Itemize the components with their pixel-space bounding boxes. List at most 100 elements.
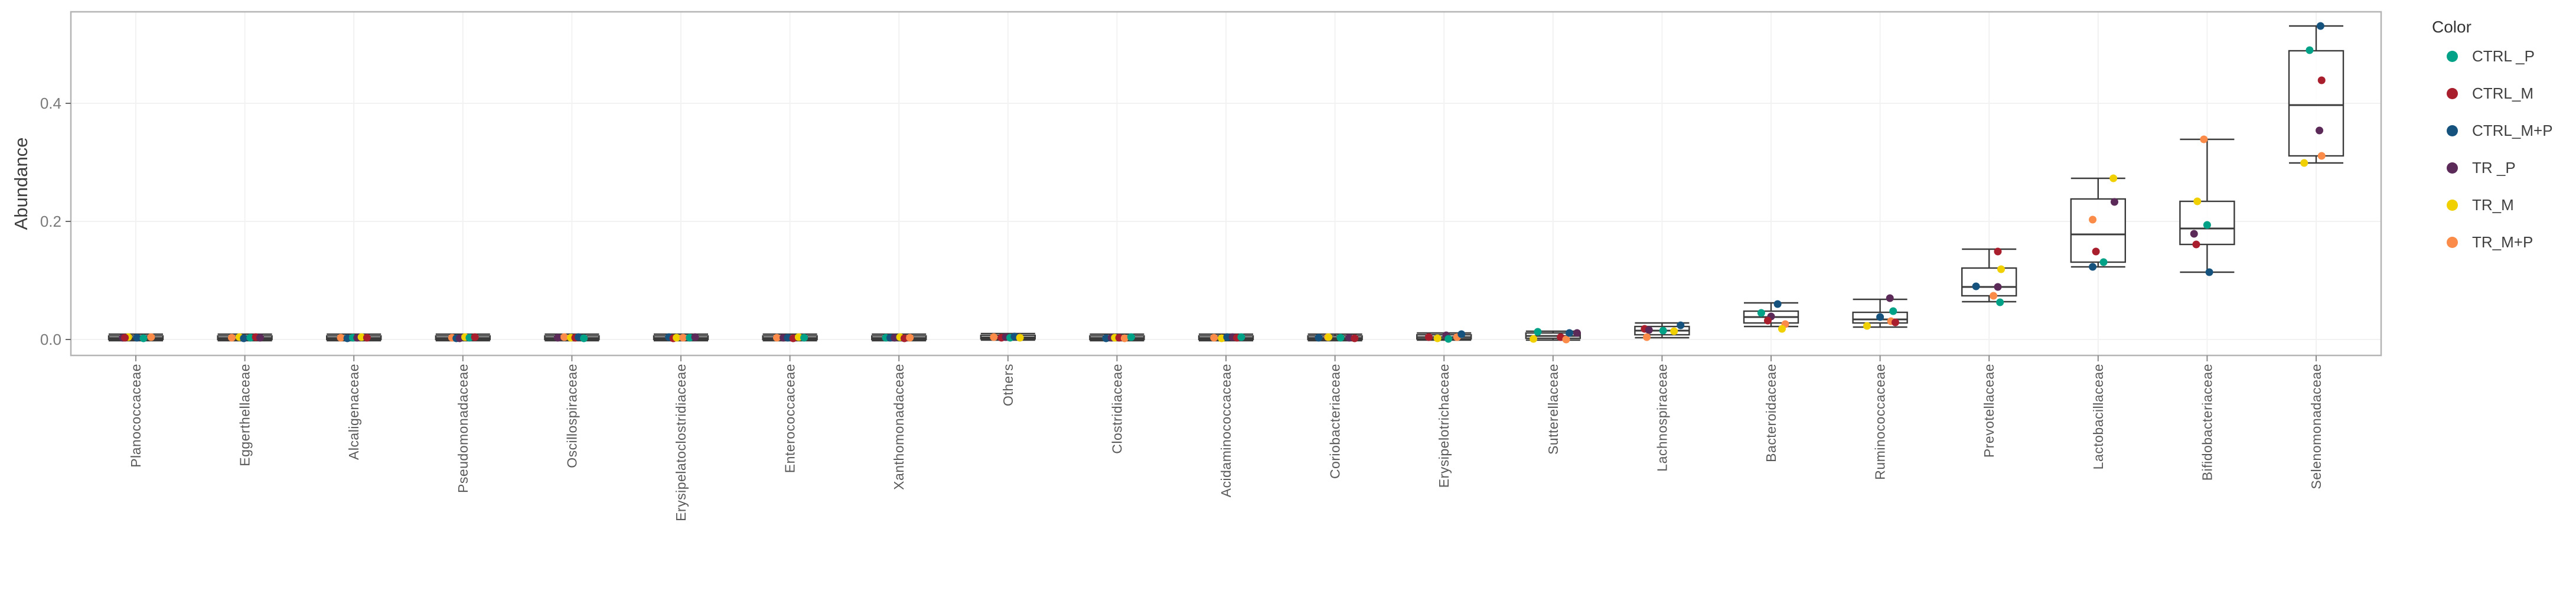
- legend-item-label: TR _P: [2472, 159, 2516, 177]
- point-ctrl-p: [580, 334, 588, 342]
- point-ctrl-p: [1237, 333, 1245, 341]
- point-tr-p: [256, 334, 264, 342]
- point-ctrl-m-p: [1457, 330, 1466, 338]
- point-tr-p: [691, 333, 699, 341]
- point-tr-m-p: [2089, 215, 2097, 224]
- legend-swatch-icon: [2447, 237, 2458, 248]
- point-tr-m: [673, 334, 681, 342]
- point-tr-m: [1433, 334, 1442, 342]
- point-ctrl-m: [2317, 76, 2326, 84]
- x-label-eggerthellaceae: Eggerthellaceae: [237, 364, 253, 466]
- legend-swatch-icon: [2447, 51, 2458, 62]
- legend-item-label: CTRL_M+P: [2472, 122, 2553, 139]
- y-tick-label: 0.4: [40, 94, 61, 112]
- legend-swatch-icon: [2447, 200, 2458, 211]
- legend-item-tr-m: TR_M: [2425, 187, 2576, 224]
- legend-item-label: CTRL_M: [2472, 84, 2534, 102]
- x-label-lactobacillaceae: Lactobacillaceae: [2091, 364, 2106, 469]
- x-label-coriobacteriaceae: Coriobacteriaceae: [1328, 364, 1343, 479]
- point-tr-p: [1645, 326, 1653, 334]
- x-label-oscillospiraceae: Oscillospiraceae: [564, 364, 579, 468]
- x-label-clostridiaceae: Clostridiaceae: [1109, 364, 1124, 454]
- legend-swatch-icon: [2447, 88, 2458, 99]
- legend-item-ctrl-m-p: CTRL_M+P: [2425, 112, 2576, 149]
- point-tr-m-p: [906, 334, 914, 342]
- point-ctrl-p: [1534, 328, 1542, 336]
- point-ctrl-p: [1444, 335, 1453, 343]
- boxplot-selenomonadaceae: [2288, 25, 2345, 164]
- point-ctrl-m-p: [1315, 334, 1323, 342]
- point-tr-p: [553, 334, 562, 342]
- point-ctrl-m: [1763, 316, 1772, 325]
- x-label-pseudomonadaceae: Pseudomonadaceae: [455, 364, 471, 493]
- point-tr-p: [1573, 329, 1581, 337]
- point-tr-m-p: [1643, 333, 1651, 341]
- point-ctrl-m-p: [1223, 333, 1231, 341]
- point-ctrl-p: [1996, 298, 2004, 306]
- point-ctrl-m: [121, 334, 129, 342]
- box: [1961, 267, 2017, 297]
- legend-items: CTRL _P CTRL_M CTRL_M+P TR _P TR_M TR_M+P: [2425, 38, 2576, 261]
- x-label-ruminococcaceae: Ruminococcaceae: [1873, 364, 1888, 480]
- point-tr-p: [2316, 126, 2324, 135]
- point-tr-m: [2300, 159, 2308, 167]
- y-axis-title: Abundance: [11, 138, 31, 230]
- legend-item-tr-m-p: TR_M+P: [2425, 224, 2576, 261]
- point-ctrl-p: [1127, 333, 1135, 341]
- point-tr-m: [2109, 174, 2118, 182]
- point-tr-p: [2190, 230, 2198, 238]
- point-tr-m-p: [2317, 152, 2326, 160]
- point-tr-p: [2110, 198, 2118, 206]
- point-tr-m-p: [990, 333, 998, 341]
- legend-item-label: CTRL _P: [2472, 47, 2535, 65]
- point-tr-m-p: [560, 333, 568, 341]
- x-label-enterococcaceae: Enterococcaceae: [782, 364, 798, 473]
- legend: Color CTRL _P CTRL_M CTRL_M+P TR _P TR_M TR_M…: [2425, 18, 2576, 261]
- point-tr-m-p: [147, 333, 155, 341]
- x-label-sutterellaceae: Sutterellaceae: [1545, 364, 1561, 455]
- legend-item-ctrl-m: CTRL_M: [2425, 75, 2576, 112]
- point-tr-m-p: [1120, 334, 1129, 342]
- x-label-others: Others: [1000, 364, 1016, 406]
- point-tr-m: [1778, 325, 1786, 333]
- x-label-bifidobacteriaceae: Bifidobacteriaceae: [2199, 364, 2215, 481]
- point-tr-m-p: [1562, 335, 1570, 344]
- point-ctrl-m: [363, 334, 371, 342]
- point-ctrl-m: [1891, 318, 1899, 326]
- legend-title: Color: [2432, 18, 2471, 36]
- point-tr-m: [1530, 335, 1538, 343]
- point-tr-m: [2193, 197, 2202, 205]
- point-tr-p: [1886, 294, 1894, 302]
- legend-swatch-icon: [2447, 162, 2458, 174]
- point-ctrl-p: [2306, 46, 2314, 54]
- point-ctrl-m-p: [2316, 22, 2324, 30]
- legend-item-label: TR_M: [2472, 196, 2514, 214]
- point-ctrl-m-p: [2205, 268, 2213, 276]
- axes: 0.0 0.2 0.4 Planococcaceae Eggerthellaceae Al…: [40, 11, 2382, 521]
- x-label-selenomonadaceae: Selenomonadaceae: [2308, 364, 2324, 489]
- x-label-alcaligenaceae: Alcaligenaceae: [346, 364, 361, 460]
- point-ctrl-p: [1757, 309, 1765, 317]
- point-ctrl-m-p: [1876, 313, 1884, 321]
- y-tick-label: 0.0: [40, 331, 61, 348]
- point-ctrl-m: [1424, 333, 1433, 341]
- y-tick-label: 0.2: [40, 213, 61, 230]
- point-tr-m-p: [2200, 135, 2208, 143]
- point-tr-m-p: [1210, 334, 1218, 342]
- point-tr-m: [1863, 322, 1871, 330]
- point-tr-m: [1016, 334, 1024, 342]
- point-tr-m: [1997, 265, 2006, 273]
- legend-item-tr-p: TR _P: [2425, 149, 2576, 187]
- point-ctrl-m: [2092, 247, 2100, 256]
- point-ctrl-m-p: [2089, 263, 2097, 271]
- point-ctrl-m-p: [1677, 321, 1685, 329]
- point-ctrl-m-p: [133, 334, 141, 342]
- point-tr-m-p: [1990, 292, 1998, 300]
- point-ctrl-p: [1659, 326, 1667, 335]
- boxplot-bifidobacteriaceae: [2179, 138, 2235, 273]
- point-ctrl-m: [471, 333, 479, 341]
- point-ctrl-m-p: [1972, 282, 1980, 290]
- point-ctrl-m-p: [1565, 329, 1573, 337]
- point-tr-m-p: [337, 334, 345, 342]
- legend-swatch-icon: [2447, 125, 2458, 136]
